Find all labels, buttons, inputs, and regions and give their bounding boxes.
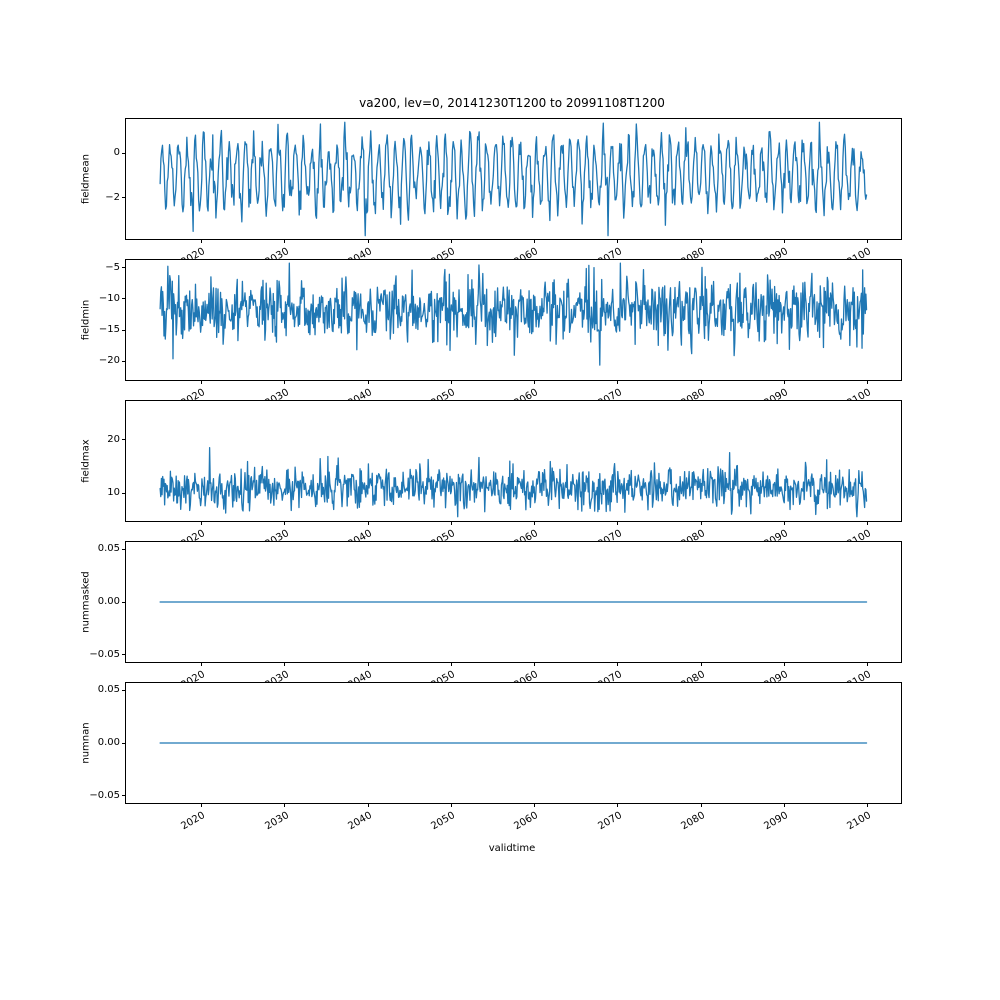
chart-title: va200, lev=0, 20141230T1200 to 20991108T… — [359, 96, 665, 110]
subplot-numnan: numnan 0.05 0.00 −0.05 2020 2030 2040 2050 2060… — [81, 682, 902, 832]
x-tick-mark — [534, 521, 536, 525]
x-tick-mark — [867, 662, 869, 666]
x-tick-mark — [367, 521, 369, 525]
x-tick-label: 2030 — [262, 810, 291, 833]
x-tick-mark — [700, 239, 702, 243]
x-tick-mark — [617, 239, 619, 243]
x-tick-label: 2100 — [845, 810, 874, 833]
x-tick-mark — [367, 803, 369, 807]
y-tick-mark — [122, 601, 126, 603]
x-tick-mark — [700, 803, 702, 807]
subplot-nummasked: nummasked 0.05 0.00 −0.05 2020 2030 2040 2050 2… — [81, 541, 902, 691]
plot-area-nummasked — [159, 601, 868, 603]
series-line — [159, 262, 868, 366]
y-tick-mark — [122, 439, 126, 441]
x-tick-mark — [700, 521, 702, 525]
y-tick-label: −2 — [105, 191, 120, 203]
y-tick-label: −5 — [105, 261, 120, 273]
x-tick-mark — [450, 662, 452, 666]
x-tick-label: 2020 — [179, 810, 208, 833]
y-tick-label: 10 — [107, 487, 120, 499]
x-tick-mark — [201, 380, 203, 384]
x-tick-label: 2060 — [512, 810, 541, 833]
x-tick-mark — [450, 521, 452, 525]
x-tick-mark — [201, 662, 203, 666]
y-tick-label: −15 — [98, 324, 120, 335]
plot-area-fieldmin — [159, 262, 868, 366]
y-tick-label: 0 — [113, 147, 120, 159]
y-tick-mark — [122, 548, 126, 550]
y-tick-label: −0.05 — [89, 648, 120, 660]
plot-area-numnan — [159, 742, 868, 744]
y-tick-mark — [122, 152, 126, 154]
x-tick-mark — [783, 662, 785, 666]
x-tick-mark — [867, 803, 869, 807]
x-tick-mark — [284, 380, 286, 384]
x-tick-mark — [284, 662, 286, 666]
x-tick-mark — [867, 380, 869, 384]
x-tick-mark — [284, 521, 286, 525]
x-tick-mark — [534, 239, 536, 243]
y-tick-label: 0.05 — [97, 684, 120, 696]
x-tick-mark — [534, 662, 536, 666]
x-tick-mark — [450, 239, 452, 243]
plot-area-fieldmean — [159, 121, 868, 237]
x-tick-mark — [617, 662, 619, 666]
y-tick-label: 20 — [107, 433, 120, 445]
x-tick-mark — [201, 803, 203, 807]
x-tick-label: 2040 — [346, 810, 374, 833]
y-tick-mark — [122, 654, 126, 656]
y-tick-mark — [122, 360, 126, 362]
subplot-fieldmean: fieldmean 0 −2 2020 2030 2040 2050 2060 2070 208… — [81, 118, 902, 268]
y-tick-mark — [122, 492, 126, 494]
x-tick-label: 2050 — [429, 810, 457, 833]
x-tick-mark — [284, 239, 286, 243]
y-tick-label: −10 — [98, 292, 120, 304]
series-line — [159, 447, 868, 518]
x-tick-mark — [783, 803, 785, 807]
x-tick-mark — [201, 521, 203, 525]
y-tick-label: 0.05 — [97, 543, 120, 555]
x-tick-mark — [783, 380, 785, 384]
y-tick-label: −20 — [98, 355, 120, 367]
y-tick-mark — [122, 329, 126, 331]
x-tick-mark — [617, 803, 619, 807]
x-tick-mark — [450, 380, 452, 384]
y-tick-label: −0.05 — [89, 789, 120, 801]
y-tick-mark — [122, 298, 126, 300]
x-tick-mark — [867, 521, 869, 525]
x-tick-mark — [700, 380, 702, 384]
subplot-fieldmin: fieldmin −5 −10 −15 −20 2020 2030 2040 2050 2060… — [81, 259, 902, 409]
x-tick-mark — [783, 521, 785, 525]
plot-area-fieldmax — [159, 447, 868, 518]
y-tick-mark — [122, 197, 126, 199]
y-tick-mark — [122, 267, 126, 268]
x-tick-mark — [450, 803, 452, 807]
y-tick-label: 0.00 — [97, 596, 120, 607]
x-tick-mark — [534, 803, 536, 807]
x-tick-label: 2090 — [762, 810, 790, 833]
x-tick-label: 2070 — [595, 810, 624, 833]
x-tick-mark — [284, 803, 286, 807]
x-tick-mark — [617, 521, 619, 525]
x-tick-mark — [367, 380, 369, 384]
x-tick-mark — [700, 662, 702, 666]
x-tick-mark — [367, 239, 369, 243]
y-tick-label: 0.00 — [97, 737, 120, 748]
x-tick-mark — [201, 239, 203, 243]
x-tick-mark — [867, 239, 869, 243]
x-tick-mark — [367, 662, 369, 666]
x-tick-label: 2080 — [679, 810, 707, 833]
x-tick-mark — [534, 380, 536, 384]
y-tick-mark — [122, 689, 126, 691]
x-tick-mark — [783, 239, 785, 243]
x-axis-label: validtime — [488, 843, 536, 854]
y-tick-mark — [122, 742, 126, 744]
y-tick-mark — [122, 795, 126, 797]
x-tick-mark — [617, 380, 619, 384]
series-line — [159, 121, 868, 237]
subplot-fieldmax: fieldmax 10 20 2020 2030 2040 2050 2060 2070 208… — [81, 400, 902, 550]
